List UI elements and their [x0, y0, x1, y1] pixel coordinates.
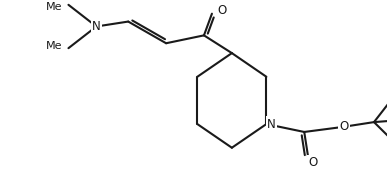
Text: N: N — [92, 20, 101, 33]
Text: O: O — [217, 4, 227, 17]
Text: Me: Me — [46, 2, 63, 12]
Text: N: N — [267, 118, 276, 131]
Text: Me: Me — [46, 41, 63, 51]
Text: O: O — [308, 156, 318, 169]
Text: O: O — [340, 120, 349, 133]
